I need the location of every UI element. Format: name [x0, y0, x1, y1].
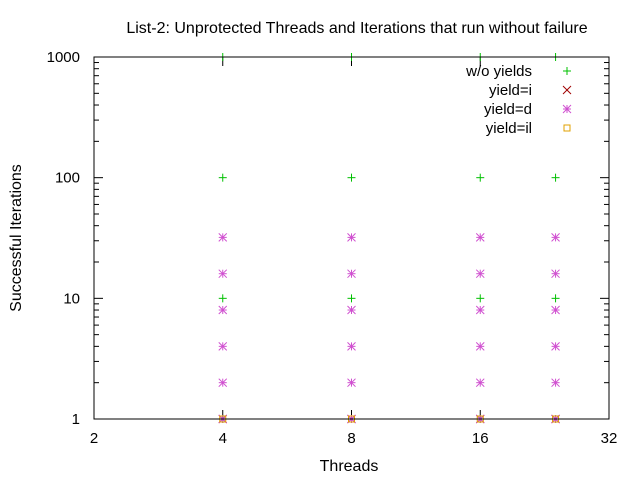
legend-label: w/o yields — [465, 63, 532, 80]
data-point-series-2 — [475, 305, 485, 315]
y-tick-label: 1 — [72, 411, 80, 428]
data-point-series-0 — [476, 294, 485, 303]
data-point-series-0 — [347, 173, 356, 182]
legend-marker — [563, 67, 571, 75]
y-tick-label: 1000 — [47, 49, 80, 66]
x-tick-label: 32 — [601, 430, 618, 447]
data-point-series-2 — [347, 233, 356, 242]
x-tick-label: 8 — [347, 430, 355, 447]
legend-marker — [563, 124, 571, 132]
data-point-series-0 — [476, 173, 485, 182]
data-point-series-0 — [347, 294, 356, 303]
legend-marker — [562, 85, 572, 95]
data-point-series-2 — [475, 378, 485, 388]
data-point-series-2 — [218, 341, 228, 351]
data-point-series-2 — [551, 378, 560, 388]
x-axis-label: Threads — [320, 458, 379, 475]
data-point-series-0 — [551, 294, 560, 303]
y-axis-label: Successful Iterations — [8, 164, 25, 312]
data-point-series-2 — [218, 378, 228, 388]
data-point-series-2 — [347, 305, 356, 315]
x-tick-label: 2 — [90, 430, 98, 447]
data-point-series-0 — [218, 173, 227, 182]
data-point-series-2 — [551, 233, 560, 242]
plot-frame — [93, 56, 610, 420]
data-point-series-2 — [551, 269, 560, 279]
data-point-series-0 — [551, 173, 560, 182]
data-point-series-2 — [475, 269, 485, 279]
x-tick-label: 16 — [472, 430, 489, 447]
y-tick-label: 100 — [55, 170, 80, 187]
legend: w/o yields yield=i yield=d yield=il — [465, 63, 572, 137]
data-point-series-2 — [551, 341, 560, 351]
data-point-series-2 — [551, 305, 560, 315]
x-tick-label: 4 — [219, 430, 227, 447]
data-point-series-2 — [475, 341, 485, 351]
data-point-series-0 — [218, 294, 227, 303]
chart-title: List-2: Unprotected Threads and Iteratio… — [126, 20, 587, 37]
data-point-series-2 — [218, 269, 228, 279]
legend-label: yield=il — [486, 120, 532, 137]
data-point-series-2 — [218, 305, 228, 315]
data-point-series-2 — [347, 378, 356, 388]
data-point-series-2 — [347, 269, 356, 279]
data-point-series-2 — [475, 233, 485, 242]
data-point-series-2 — [347, 341, 356, 351]
legend-marker — [562, 104, 572, 114]
y-tick-label: 10 — [63, 290, 80, 307]
data-point-series-2 — [218, 233, 228, 242]
legend-label: yield=d — [484, 101, 532, 118]
legend-label: yield=i — [489, 82, 532, 99]
